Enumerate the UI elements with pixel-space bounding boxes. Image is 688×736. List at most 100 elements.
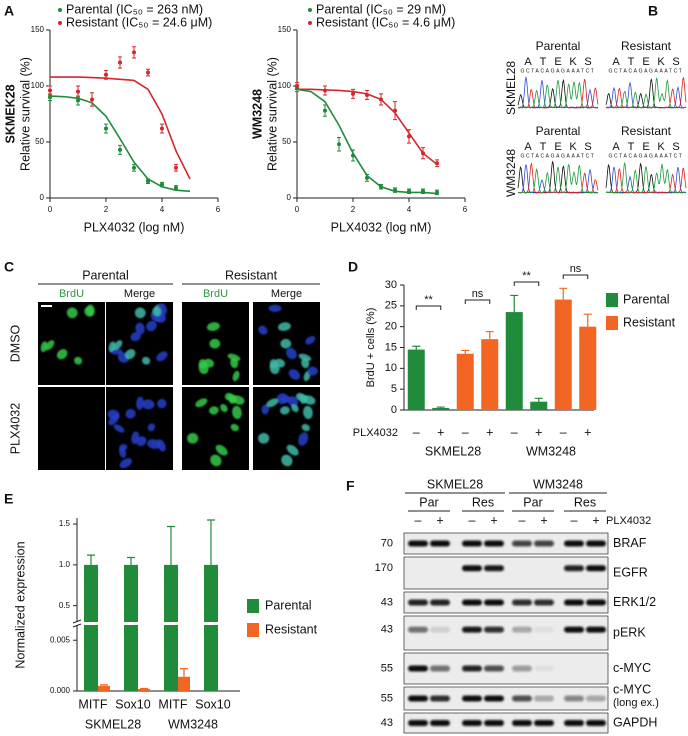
data-point	[295, 84, 299, 88]
nucleus	[209, 406, 219, 415]
codon: A	[524, 141, 532, 153]
bar	[124, 564, 138, 622]
bar	[204, 564, 218, 622]
x-tick-label: +	[535, 425, 542, 439]
x-tick-label: –	[511, 425, 518, 439]
treatment-label: PLX4032	[606, 515, 651, 527]
band	[534, 665, 554, 672]
nucleus	[113, 340, 123, 351]
band	[484, 540, 504, 547]
band	[586, 565, 606, 572]
nucleus	[232, 370, 240, 382]
codon: T	[540, 141, 547, 153]
bar	[456, 353, 474, 410]
nucleus	[232, 405, 242, 420]
nucleus	[195, 398, 208, 408]
data-point	[76, 98, 80, 103]
chromatogram-trace	[605, 77, 687, 109]
data-point	[174, 185, 178, 190]
data-point	[174, 165, 178, 170]
nucleus	[210, 454, 222, 467]
bar	[530, 401, 548, 410]
sequence: GCTACAGAGAAATCT	[521, 153, 596, 159]
nucleus	[152, 306, 162, 317]
nucleus	[258, 432, 270, 444]
x-tick-label: 0	[295, 205, 300, 214]
condition-header: Res	[472, 495, 494, 509]
y-tick-label: 5	[391, 383, 397, 395]
blot	[403, 532, 609, 555]
row-label: PLX4032	[8, 403, 22, 454]
nucleus	[288, 369, 301, 380]
error-bar	[167, 525, 175, 565]
nucleus	[187, 432, 199, 444]
codon: T	[540, 56, 547, 68]
y-tick-label: 0.5	[59, 601, 71, 610]
molecular-weight: 43	[381, 596, 393, 608]
nucleus	[277, 322, 291, 332]
sequence: GCTACAGAGAAATCT	[609, 68, 684, 74]
column-header: Parental	[536, 124, 581, 138]
legend-swatch	[247, 623, 259, 637]
nucleus	[146, 320, 157, 332]
data-point	[365, 175, 369, 180]
legend-marker	[58, 21, 62, 25]
condition-header: Res	[574, 495, 596, 509]
micrograph	[38, 387, 105, 470]
y-tick-label: 0.005	[50, 635, 71, 644]
row-label: DMSO	[8, 324, 22, 362]
band	[534, 626, 554, 633]
nucleus	[291, 403, 299, 413]
significance-label: **	[424, 294, 433, 306]
y-tick-label: 150	[31, 25, 45, 34]
band	[484, 565, 504, 572]
significance-label: ns	[570, 263, 582, 275]
blot	[403, 615, 609, 651]
band	[462, 695, 482, 702]
molecular-weight: 55	[381, 692, 393, 704]
x-tick-label: 2	[351, 205, 356, 214]
treatment-sign: –	[469, 513, 476, 527]
legend-label: Resistant	[623, 315, 676, 329]
band	[534, 695, 554, 702]
y-tick-label: 20	[385, 321, 397, 333]
legend-label: Parental	[265, 598, 312, 612]
band	[512, 695, 532, 702]
y-tick-label: 0.000	[50, 686, 71, 695]
data-point	[351, 153, 355, 158]
error-bar	[127, 556, 135, 565]
nucleus	[215, 444, 228, 456]
data-point	[421, 151, 425, 156]
nucleus	[230, 357, 239, 369]
error-bar	[534, 397, 543, 402]
cell-line-header: WM3248	[533, 477, 583, 491]
band	[512, 665, 532, 672]
y-tick-label: 50	[35, 137, 44, 146]
significance-label: ns	[472, 288, 484, 300]
chromatogram-trace	[605, 162, 687, 194]
band	[534, 540, 554, 547]
band	[512, 626, 532, 633]
y-tick-label: 1.0	[59, 560, 71, 569]
nucleus	[280, 338, 292, 349]
nucleus	[298, 353, 312, 362]
nucleus	[45, 340, 55, 351]
significance-label: **	[522, 270, 531, 282]
nucleus	[258, 325, 268, 335]
bar	[164, 625, 178, 691]
codon: E	[642, 56, 649, 68]
x-tick-label: 4	[160, 205, 165, 214]
error-bar	[412, 345, 421, 350]
data-point	[435, 190, 439, 195]
nucleus	[269, 361, 280, 375]
nucleus	[124, 349, 136, 360]
nucleus	[135, 322, 145, 335]
bar	[124, 625, 138, 691]
band	[462, 626, 482, 633]
bar	[84, 564, 98, 622]
band	[564, 540, 584, 547]
error-bar	[140, 687, 148, 690]
group-label: SKMEL28	[425, 444, 481, 458]
column-header: Resistant	[225, 268, 278, 282]
nucleus	[198, 361, 209, 375]
